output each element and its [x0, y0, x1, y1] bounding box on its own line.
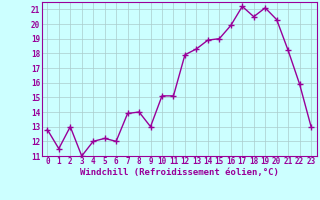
X-axis label: Windchill (Refroidissement éolien,°C): Windchill (Refroidissement éolien,°C)	[80, 168, 279, 177]
